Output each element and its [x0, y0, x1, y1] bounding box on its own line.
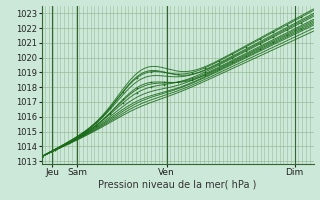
X-axis label: Pression niveau de la mer( hPa ): Pression niveau de la mer( hPa ) [99, 180, 257, 190]
